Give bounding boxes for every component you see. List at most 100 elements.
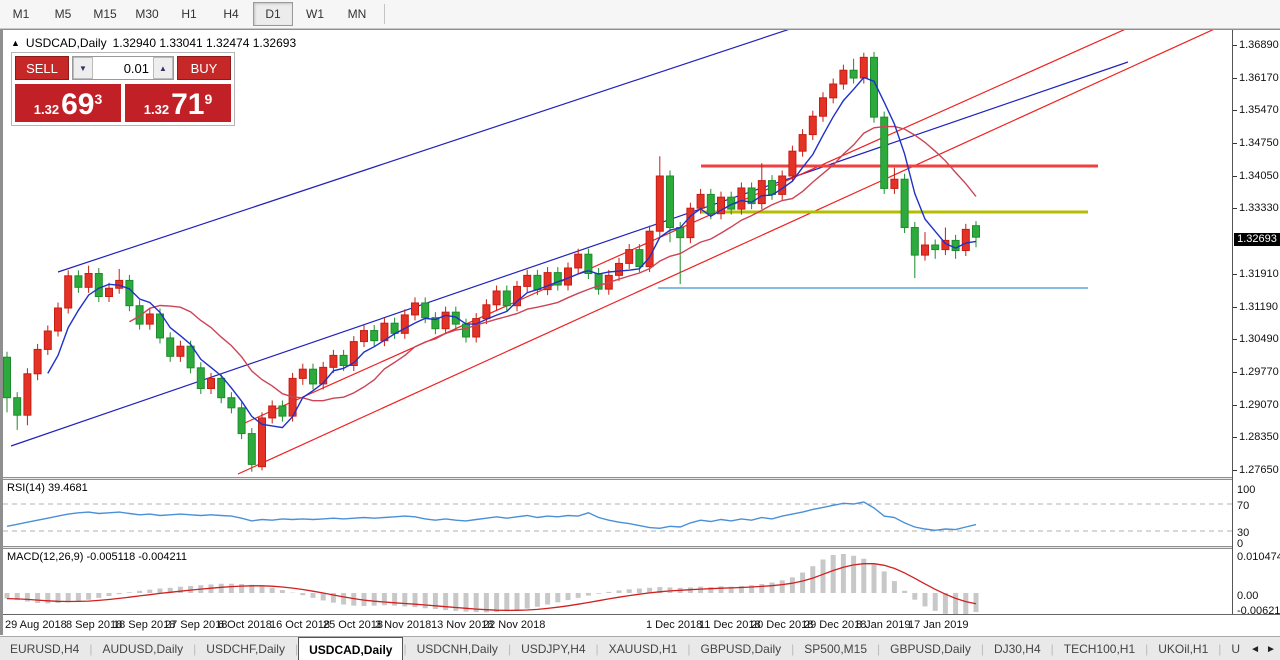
volume-value[interactable]: 0.01 [123, 60, 149, 76]
price-tick-mark [1233, 339, 1237, 340]
time-axis-label: 16 Oct 2018 [270, 619, 330, 631]
timeframe-button-m15[interactable]: M15 [93, 7, 117, 21]
time-axis-label: 13 Nov 2018 [431, 619, 494, 631]
rsi-canvas [3, 501, 1232, 532]
price-tick-mark [1233, 470, 1237, 471]
price-tick-mark [1233, 274, 1237, 275]
chart-tab-xauusdh1[interactable]: XAUUSD,H1 [608, 642, 678, 656]
price-tick-label: 1.34050 [1239, 170, 1279, 182]
tab-scroll-right-icon[interactable]: ► [1265, 643, 1276, 655]
tab-separator: | [877, 642, 881, 656]
macd-indicator-pane[interactable]: MACD(12,26,9) -0.005118 -0.004211 [3, 549, 1232, 614]
price-tick-mark [1233, 208, 1237, 209]
timeframe-button-m30[interactable]: M30 [135, 7, 159, 21]
ask-quote-button[interactable]: 1.32 71 9 [125, 84, 231, 122]
chart-tab-usdcnhdaily[interactable]: USDCNH,Daily [416, 642, 498, 656]
timeframe-button-d1[interactable]: D1 [253, 2, 293, 26]
chart-tab-u[interactable]: U [1231, 642, 1241, 656]
timeframe-toolbar: M1 M5 M15 M30 H1 H4 D1 W1 MN [0, 0, 1280, 29]
chart-tab-tech100h1[interactable]: TECH100,H1 [1063, 642, 1136, 656]
price-tick-mark [1233, 176, 1237, 177]
bid-quote-button[interactable]: 1.32 69 3 [15, 84, 121, 122]
time-axis-label: 11 Dec 2018 [699, 619, 761, 631]
time-axis-label: 20 Dec 2018 [751, 619, 814, 631]
pane-divider[interactable] [3, 477, 1232, 480]
price-axis[interactable]: 1.36890 1.36170 1.35470 1.34750 1.34050 1.333… [1232, 30, 1280, 617]
price-tick-label: 1.28350 [1239, 431, 1279, 443]
rsi-scale-label: 30 [1237, 527, 1250, 539]
macd-scale-label: 0.00 [1237, 590, 1259, 602]
chart-tab-usdjpyh4[interactable]: USDJPY,H4 [521, 642, 586, 656]
bid-price-main: 69 [61, 88, 95, 121]
price-tick-label: 1.31910 [1239, 268, 1279, 280]
price-tick-mark [1233, 110, 1237, 111]
price-tick-label: 1.36170 [1239, 72, 1279, 84]
chart-tab-gbpusddaily[interactable]: GBPUSD,Daily [700, 642, 782, 656]
price-tick-label: 1.30490 [1239, 333, 1279, 345]
timeframe-button-h1[interactable]: H1 [181, 7, 197, 21]
collapse-triangle-icon[interactable]: ▲ [11, 38, 20, 48]
time-axis-label: 17 Jan 2019 [908, 619, 969, 631]
tab-scroll-left-icon[interactable]: ◄ [1250, 643, 1260, 655]
price-tick-label: 1.29770 [1239, 366, 1279, 378]
price-chart-canvas[interactable] [3, 30, 1232, 477]
chart-tab-usdchfdaily[interactable]: USDCHF,Daily [206, 642, 285, 656]
time-axis-label: 3 Nov 2018 [375, 619, 432, 631]
time-axis-label: 22 Nov 2018 [483, 619, 546, 631]
time-axis-label: 29 Aug 2018 [5, 619, 67, 631]
timeframe-button-h4[interactable]: H4 [223, 7, 239, 21]
ask-price-main: 71 [171, 88, 205, 121]
time-axis-label: 27 Sep 2018 [165, 619, 228, 631]
current-price-badge: 1.32693 [1234, 233, 1280, 246]
chart-tab-usdcaddaily[interactable]: USDCAD,Daily [298, 637, 404, 660]
pane-divider[interactable] [3, 546, 1232, 549]
tab-separator: | [1145, 642, 1149, 656]
time-axis[interactable]: 29 Aug 2018 8 Sep 2018 18 Sep 2018 27 Sep 2… [3, 614, 1280, 636]
macd-scale-label: 0.010474 [1237, 551, 1280, 563]
rsi-scale-label: 0 [1237, 538, 1244, 550]
tab-separator: | [980, 642, 984, 656]
chart-tab-dj30h4[interactable]: DJ30,H4 [993, 642, 1041, 656]
chart-tab-eurusdh4[interactable]: EURUSD,H4 [10, 642, 80, 656]
volume-decrease-icon[interactable]: ▼ [73, 57, 93, 79]
time-axis-label: 8 Jan 2019 [856, 619, 911, 631]
rsi-label: RSI(14) 39.4681 [7, 482, 88, 494]
price-tick-label: 1.27650 [1239, 464, 1279, 476]
timeframe-button-mn[interactable]: MN [347, 7, 367, 21]
chart-title-ohlc: 1.32940 1.33041 1.32474 1.32693 [112, 36, 297, 50]
tab-separator: | [89, 642, 93, 656]
chart-tab-gbpusddaily[interactable]: GBPUSD,Daily [890, 642, 971, 656]
bid-price-pip: 3 [94, 91, 103, 107]
price-tick-label: 1.35470 [1239, 104, 1279, 116]
chart-tab-audusddaily[interactable]: AUDUSD,Daily [102, 642, 184, 656]
chart-window: ▲ USDCAD,Daily 1.32940 1.33041 1.32474 1… [0, 29, 1280, 636]
time-axis-label: 29 Dec 2018 [804, 619, 867, 631]
tab-scroll-arrows: ◄ ► [1250, 637, 1280, 660]
chart-tab-ukoilh1[interactable]: UKOil,H1 [1158, 642, 1209, 656]
tab-separator: | [791, 642, 795, 656]
buy-button[interactable]: BUY [177, 56, 231, 80]
tab-separator: | [294, 642, 299, 656]
tab-separator: | [403, 642, 407, 656]
sell-button[interactable]: SELL [15, 56, 69, 80]
price-tick-mark [1233, 372, 1237, 373]
time-axis-label: 8 Sep 2018 [66, 619, 123, 631]
one-click-trading-widget: SELL ▼ 0.01 ▲ BUY 1.32 69 3 1.32 [11, 52, 235, 126]
price-tick-label: 1.34750 [1239, 137, 1279, 149]
timeframe-button-m5[interactable]: M5 [54, 7, 72, 21]
volume-increase-icon[interactable]: ▲ [153, 57, 173, 79]
macd-canvas [4, 554, 979, 614]
timeframe-button-w1[interactable]: W1 [306, 7, 324, 21]
timeframe-button-m1[interactable]: M1 [12, 7, 30, 21]
time-axis-label: 6 Oct 2018 [218, 619, 272, 631]
price-chart-pane[interactable]: ▲ USDCAD,Daily 1.32940 1.33041 1.32474 1… [3, 30, 1232, 477]
rsi-indicator-pane[interactable]: RSI(14) 39.4681 [3, 480, 1232, 546]
tab-separator: | [687, 642, 691, 656]
price-tick-mark [1233, 437, 1237, 438]
volume-stepper[interactable]: ▼ 0.01 ▲ [72, 56, 174, 80]
tab-separator: | [193, 642, 197, 656]
tab-separator: | [1218, 642, 1222, 656]
chart-tab-sp500m15[interactable]: SP500,M15 [804, 642, 868, 656]
price-tick-label: 1.29070 [1239, 399, 1279, 411]
